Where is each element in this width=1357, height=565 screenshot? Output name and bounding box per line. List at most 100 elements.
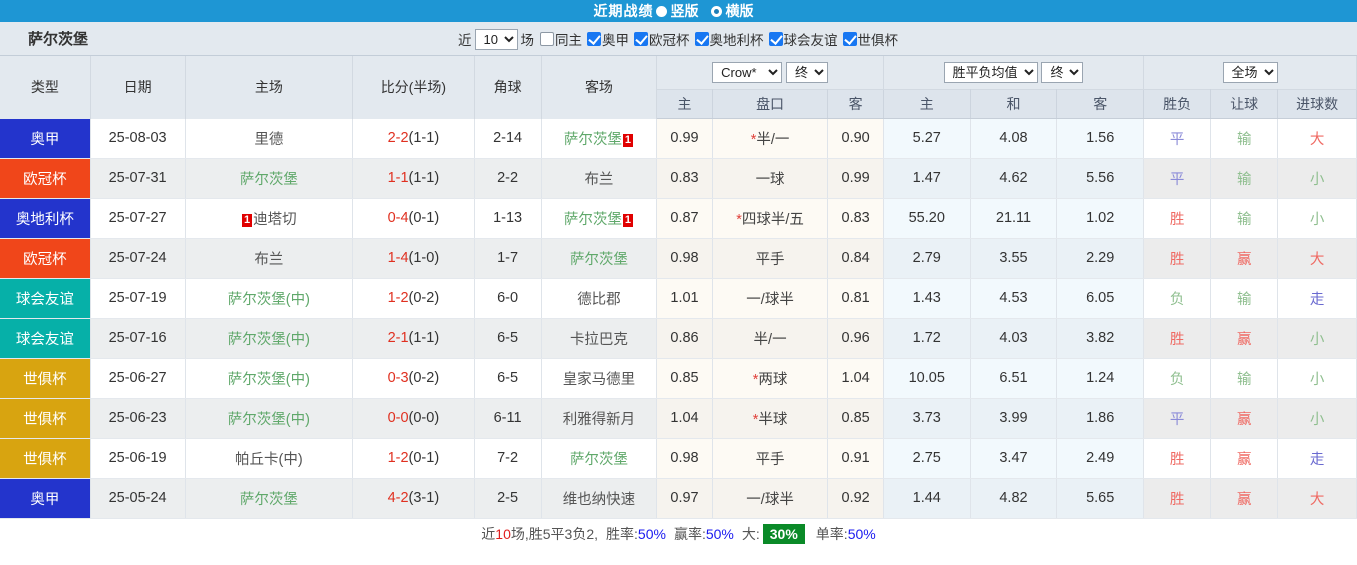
table-row[interactable]: 世俱杯 25-06-27 萨尔茨堡(中) 0-3(0-2) 6-5 皇家马德里 0.85 *两… <box>0 358 1357 399</box>
cell-league[interactable]: 奥地利杯 <box>0 198 91 239</box>
league-checkbox-2[interactable] <box>694 32 709 46</box>
cell-home-team[interactable]: 萨尔茨堡 <box>185 158 354 199</box>
team-name: 萨尔茨堡 <box>239 171 298 188</box>
view-label-horizontal[interactable]: 横版 <box>725 3 754 19</box>
cell-score[interactable]: 0-0(0-0) <box>352 398 475 439</box>
cell-score[interactable]: 1-2(0-2) <box>352 278 475 319</box>
cell-away-team[interactable]: 萨尔茨堡 <box>541 238 658 279</box>
cell-home-team[interactable]: 1 迪塔切 <box>185 198 354 239</box>
team-name: 萨尔茨堡(中) <box>227 411 310 428</box>
cell-away-team[interactable]: 萨尔茨堡 1 <box>541 118 658 159</box>
cell-away-team[interactable]: 布兰 <box>541 158 658 199</box>
page-title: 近期战绩 <box>593 3 654 19</box>
league-checkbox-3[interactable] <box>768 32 783 46</box>
cell-handicap-away: 0.85 <box>827 398 884 439</box>
cell-odds-home: 5.27 <box>883 118 971 159</box>
cell-score[interactable]: 0-3(0-2) <box>352 358 475 399</box>
league-label-4[interactable]: 世俱杯 <box>857 33 899 48</box>
cell-league[interactable]: 世俱杯 <box>0 438 91 479</box>
table-row[interactable]: 球会友谊 25-07-16 萨尔茨堡(中) 2-1(1-1) 6-5 卡拉巴克 0.86 半/… <box>0 318 1357 359</box>
odds-type-select[interactable]: 胜平负均值亚盘均值 <box>943 62 1038 83</box>
same-home-label[interactable]: 同主 <box>555 33 582 48</box>
table-row[interactable]: 球会友谊 25-07-19 萨尔茨堡(中) 1-2(0-2) 6-0 德比郡 1.01 一/球… <box>0 278 1357 319</box>
cell-odds-draw: 21.11 <box>970 198 1058 239</box>
cell-result-handicap: 输 <box>1210 118 1279 159</box>
summary-coverrate-label: 赢率: <box>673 525 706 542</box>
view-label-vertical[interactable]: 竖版 <box>670 3 699 19</box>
cell-home-team[interactable]: 帕丘卡(中) <box>185 438 354 479</box>
cell-home-team[interactable]: 萨尔茨堡(中) <box>185 278 354 319</box>
cell-league[interactable]: 世俱杯 <box>0 398 91 439</box>
cell-away-team[interactable]: 萨尔茨堡 <box>541 438 658 479</box>
match-count-select[interactable]: 6102030 <box>474 28 518 50</box>
cell-home-team[interactable]: 萨尔茨堡(中) <box>185 398 354 439</box>
league-label-1[interactable]: 欧冠杯 <box>649 33 690 48</box>
cell-corner: 1-7 <box>474 238 542 279</box>
cell-away-team[interactable]: 维也纳快速 <box>541 478 658 519</box>
scope-select[interactable]: 全场半场 <box>1222 62 1278 83</box>
cell-league[interactable]: 欧冠杯 <box>0 158 91 199</box>
table-row[interactable]: 奥地利杯 25-07-27 1 迪塔切 0-4(0-1) 1-13 萨尔茨堡 1 0.87 *四球… <box>0 198 1357 239</box>
table-row[interactable]: 世俱杯 25-06-23 萨尔茨堡(中) 0-0(0-0) 6-11 利雅得新月 1.04 *… <box>0 398 1357 439</box>
cell-league[interactable]: 球会友谊 <box>0 278 91 319</box>
handicap-company-select[interactable]: Crow*Bet365Macau <box>712 62 783 83</box>
view-radio-vertical[interactable] <box>655 5 667 17</box>
cell-league[interactable]: 奥甲 <box>0 118 91 159</box>
cell-league[interactable]: 欧冠杯 <box>0 238 91 279</box>
cell-score[interactable]: 2-1(1-1) <box>352 318 475 359</box>
summary-losses: 2 <box>586 525 595 542</box>
table-row[interactable]: 奥甲 25-08-03 里德 2-2(1-1) 2-14 萨尔茨堡 1 0.99 *半/一 0.9… <box>0 118 1357 159</box>
league-label-0[interactable]: 奥甲 <box>602 33 629 48</box>
cell-score[interactable]: 0-4(0-1) <box>352 198 475 239</box>
cell-result-goals: 大 <box>1277 118 1357 159</box>
cell-home-team[interactable]: 萨尔茨堡(中) <box>185 358 354 399</box>
cell-handicap-line: 平手 <box>712 238 829 279</box>
cell-home-team[interactable]: 萨尔茨堡(中) <box>185 318 354 359</box>
cell-result-goals: 小 <box>1277 198 1357 239</box>
cell-score[interactable]: 2-2(1-1) <box>352 118 475 159</box>
cell-score[interactable]: 4-2(3-1) <box>352 478 475 519</box>
cell-away-team[interactable]: 萨尔茨堡 1 <box>541 198 658 239</box>
cell-home-team[interactable]: 里德 <box>185 118 354 159</box>
team-name: 维也纳快速 <box>562 491 636 508</box>
th-away: 客场 <box>541 56 658 119</box>
cell-away-team[interactable]: 利雅得新月 <box>541 398 658 439</box>
cell-result-handicap: 赢 <box>1210 478 1279 519</box>
league-checkbox-4[interactable] <box>842 32 857 46</box>
cell-score[interactable]: 1-2(0-1) <box>352 438 475 479</box>
cell-league[interactable]: 球会友谊 <box>0 318 91 359</box>
same-home-checkbox[interactable] <box>540 32 554 46</box>
cell-date: 25-06-23 <box>90 398 186 439</box>
table-row[interactable]: 欧冠杯 25-07-24 布兰 1-4(1-0) 1-7 萨尔茨堡 0.98 平手 0.84 2.… <box>0 238 1357 279</box>
cell-away-team[interactable]: 皇家马德里 <box>541 358 658 399</box>
cell-score[interactable]: 1-1(1-1) <box>352 158 475 199</box>
cell-home-team[interactable]: 萨尔茨堡 <box>185 478 354 519</box>
filter-controls: 近 6102030 场 同主 奥甲 欧冠杯 奥地利杯 球会友谊 世俱杯 <box>455 22 900 56</box>
league-label-2[interactable]: 奥地利杯 <box>709 33 764 48</box>
cell-corner: 1-13 <box>474 198 542 239</box>
cell-league[interactable]: 奥甲 <box>0 478 91 519</box>
cell-away-team[interactable]: 卡拉巴克 <box>541 318 658 359</box>
th-score: 比分(半场) <box>352 56 475 119</box>
table-row[interactable]: 世俱杯 25-06-19 帕丘卡(中) 1-2(0-1) 7-2 萨尔茨堡 0.98 平手 0.… <box>0 438 1357 479</box>
league-checkbox-1[interactable] <box>634 32 648 46</box>
cell-result-winloss: 平 <box>1143 398 1212 439</box>
cell-away-team[interactable]: 德比郡 <box>541 278 658 319</box>
table-row[interactable]: 奥甲 25-05-24 萨尔茨堡 4-2(3-1) 2-5 维也纳快速 0.97 一/球半 0.… <box>0 478 1357 519</box>
cell-result-handicap: 输 <box>1210 198 1279 239</box>
cell-odds-draw: 4.08 <box>970 118 1058 159</box>
cell-handicap-line: *两球 <box>712 358 829 399</box>
cell-home-team[interactable]: 布兰 <box>185 238 354 279</box>
handicap-phase-select[interactable]: 初终 <box>786 62 829 83</box>
cell-league[interactable]: 世俱杯 <box>0 358 91 399</box>
league-label-3[interactable]: 球会友谊 <box>783 33 838 48</box>
odds-phase-select[interactable]: 初终 <box>1041 62 1084 83</box>
cell-score[interactable]: 1-4(1-0) <box>352 238 475 279</box>
handicap-star: * <box>752 411 759 428</box>
cell-odds-draw: 4.62 <box>970 158 1058 199</box>
cell-result-winloss: 平 <box>1143 118 1212 159</box>
cell-odds-draw: 6.51 <box>970 358 1058 399</box>
league-checkbox-0[interactable] <box>587 32 601 46</box>
view-radio-horizontal[interactable] <box>710 5 722 17</box>
table-row[interactable]: 欧冠杯 25-07-31 萨尔茨堡 1-1(1-1) 2-2 布兰 0.83 一球 0.99 1.… <box>0 158 1357 199</box>
